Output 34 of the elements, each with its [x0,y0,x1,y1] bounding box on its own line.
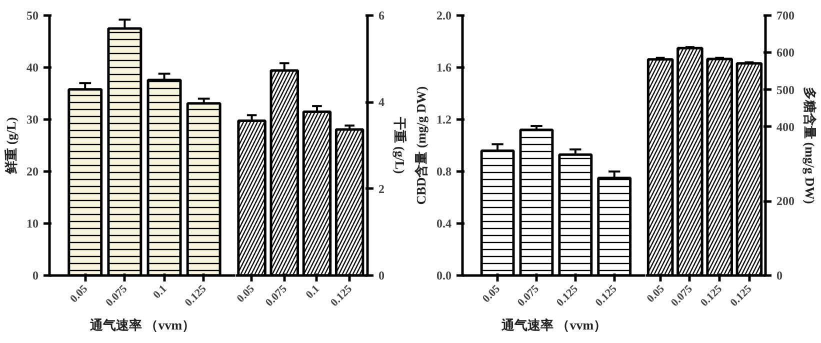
y-tick-label: 400 [776,120,794,134]
y-tick-label: 0 [776,268,782,282]
y-tick-label: 200 [776,194,794,208]
x-tick-label: 0.05 [234,282,258,306]
y-tick-label: 0.0 [436,268,452,282]
y-axis-title: 鲜重 (g/L) [4,117,18,175]
x-tick-label: 0.1 [151,282,170,302]
y-tick-label: 50 [26,8,38,22]
y-tick-label: 500 [776,82,794,97]
y-tick-label: 4 [378,95,384,110]
x-axis-title: 通气速率 （vvm） [500,318,607,333]
x-tick-label: 0.1 [304,282,322,302]
y-tick-label: 0.8 [436,164,452,178]
y-axis-title: CBD含量 (mg/g DW) [414,86,428,205]
x-axis-title: 通气速率 （vvm） [88,318,196,333]
y-tick-label: 1.6 [436,60,452,74]
y-tick-label: 2 [378,182,384,196]
y-tick-label: 6 [378,8,384,22]
y-tick-label: 40 [26,60,38,74]
y-tick-label: 0 [32,268,38,282]
x-tick-label: 0.05 [480,282,503,306]
y-tick-label: 1.2 [436,112,452,126]
y-tick-label: 600 [776,46,794,60]
y-tick-label: 30 [26,112,38,126]
y-tick-label: 20 [26,164,38,178]
y-tick-label: 0 [378,268,384,282]
x-tick-label: 0.05 [68,282,90,306]
x-tick-label: 0.05 [644,282,668,306]
y-tick-label: 0.4 [436,216,452,230]
y-axis-title: 干重 (g/L) [392,116,408,174]
y-tick-label: 10 [26,216,38,230]
y-axis-title: 多糖含量 (mg/g DW) [802,87,818,204]
y-tick-label: 700 [776,8,794,22]
y-tick-label: 2.0 [436,8,452,22]
